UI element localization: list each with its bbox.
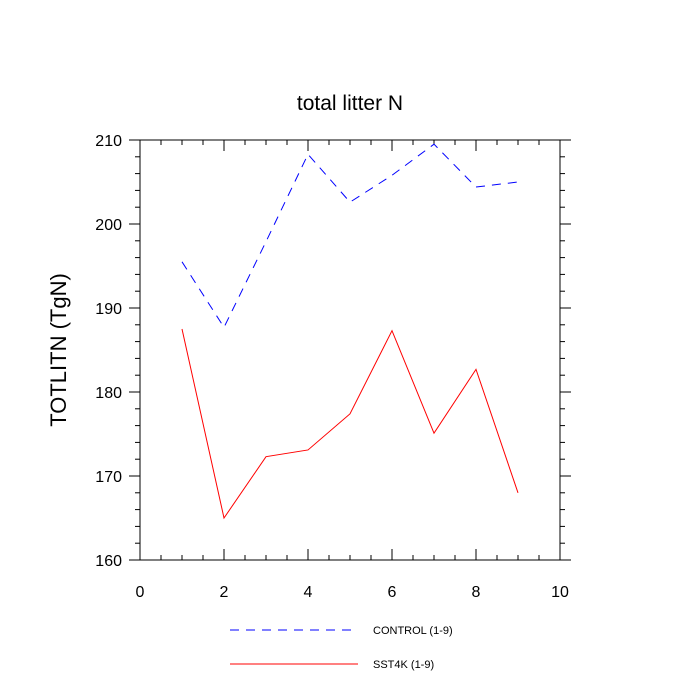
plot-frame: [139, 139, 561, 561]
axis-tick-labels: 0 2 4 6 8 10 160 170 180 190 200 210: [95, 133, 569, 601]
axis-ticks: [129, 139, 571, 561]
y-axis-label: TOTLITN (TgN): [46, 273, 71, 427]
x-tick-label: 0: [136, 584, 145, 601]
chart-title: total litter N: [297, 92, 403, 115]
series-line-control-1-9: [181, 143, 519, 329]
y-tick-label: 170: [95, 469, 122, 486]
y-tick-label: 200: [95, 217, 122, 234]
y-tick-label: 180: [95, 385, 122, 402]
x-tick-label: 8: [472, 584, 481, 601]
y-tick-label: 210: [95, 133, 122, 150]
y-tick-label: 160: [95, 553, 122, 570]
legend: CONTROL (1-9) SST4K (1-9): [230, 625, 453, 671]
legend-label-sst4k: SST4K (1-9): [373, 659, 434, 671]
x-tick-label: 2: [220, 584, 229, 601]
series-lines: [181, 143, 519, 520]
x-tick-label: 4: [304, 584, 313, 601]
series-line-sst4k-1-9: [181, 328, 519, 520]
y-tick-label: 190: [95, 301, 122, 318]
legend-label-control: CONTROL (1-9): [373, 625, 453, 637]
x-tick-label: 10: [551, 584, 569, 601]
x-tick-label: 6: [388, 584, 397, 601]
